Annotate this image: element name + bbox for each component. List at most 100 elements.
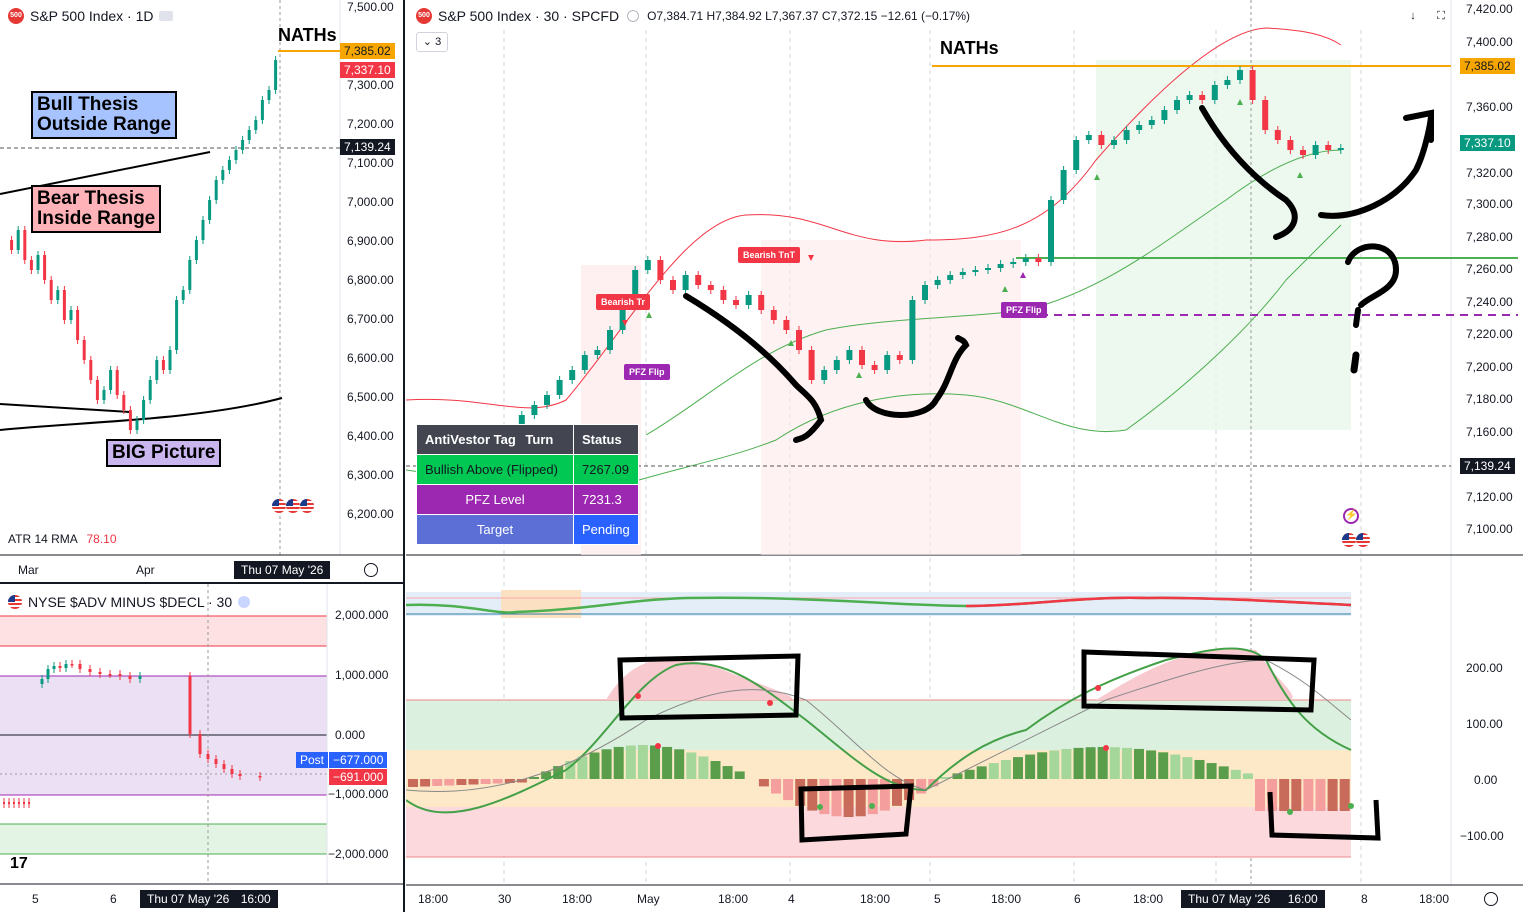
indicators-toggle-button[interactable]: ⌄ 3 [416,32,448,52]
settings-gear-icon[interactable] [364,563,378,577]
oscillator-bar [976,766,987,779]
candle [733,300,739,305]
candle [254,120,258,130]
oscillator-bar [662,746,673,779]
settings-gear-icon[interactable] [1484,892,1498,906]
daily-ytick: 6,700.00 [347,312,394,326]
adv-ytick: −2,000.000 [328,847,389,861]
candle [36,255,40,270]
daily-cursor-date: Thu 07 May '26 [234,561,331,579]
main-event-flags[interactable] [1342,533,1370,547]
candle [922,285,928,300]
candle [758,295,765,310]
oscillator-bar [432,779,443,786]
candle [28,802,30,804]
candle [1035,258,1042,262]
adv-ytick: −1,000.000 [328,787,389,801]
candle [1148,120,1155,125]
oscillator-bar [1134,748,1144,779]
candle [1337,148,1344,150]
candle [720,290,727,300]
main-xtick: 18:00 [860,892,891,906]
candle [607,330,613,350]
daily-chart-pane[interactable]: 500 S&P 500 Index · 1D 7,500.00 7,300.00 7… [0,0,405,584]
main-chart-pane[interactable]: 500 S&P 500 Index · 30 · SPCFD O7,384.71… [406,0,1523,912]
us-flag-icon[interactable] [286,499,300,513]
oscillator-bar [1037,752,1048,779]
oscillator-bar [444,779,455,786]
daily-ytick: 6,900.00 [347,234,394,248]
oscillator-bar [1025,754,1036,779]
candle [56,290,60,300]
header-tag: AntiVestor Tag [425,432,516,447]
candle [594,350,601,355]
candle [23,230,27,260]
candle [161,360,165,370]
candle [194,240,198,260]
candle [657,260,664,280]
oscillator-bar [1085,747,1096,779]
oscillator-bar [988,763,999,779]
oscillator-bar [819,779,830,815]
atr-value: 78.10 [86,532,117,546]
candle [206,754,210,759]
main-ytick: 7,220.00 [1466,327,1513,341]
us-flag-icon[interactable] [300,499,314,513]
us-flag-icon[interactable] [1342,533,1356,547]
daily-event-flags[interactable] [272,499,314,513]
collapse-icon[interactable] [159,11,174,21]
candle [49,280,53,300]
oscillator-bar [867,779,878,815]
daily-xtick: Apr [136,563,155,577]
osc-ytick: 0.00 [1474,773,1498,787]
candle [846,350,853,360]
adv-decl-pane[interactable]: NYSE $ADV MINUS $DECL · 30 ⌄ 17 2,000.00… [0,584,405,912]
indicator-count: 3 [435,36,442,48]
candle [1199,95,1206,100]
oscillator-bar [589,752,600,779]
candle [128,410,132,430]
candle [632,270,639,300]
oscillator-bar [892,779,902,806]
adv-cursor-label: Thu 07 May '26 16:00 [140,890,278,908]
candle [884,355,891,370]
candle [138,676,142,679]
oscillator-bar [843,779,854,817]
bull-thesis-box: Bull Thesis Outside Range [31,91,178,139]
fullscreen-icon[interactable]: ⛶ [1432,7,1450,25]
oscillator-bar [1000,759,1011,779]
candle [89,360,93,380]
adv-cursor-time: 16:00 [240,892,271,906]
antivestor-table: AntiVestor Tag Turn Status Bullish Above… [416,424,639,545]
table-cell: 7267.09 [573,454,639,485]
candle [142,400,146,420]
oscillator-bar [625,745,636,779]
oscillator-bar [831,779,842,817]
main-xtick: 6 [1074,892,1081,906]
candle [64,664,68,668]
oscillator-bar [1279,779,1290,811]
us-flag-icon[interactable] [272,499,286,513]
candle [234,150,238,160]
main-xtick: 8 [1361,892,1368,906]
candle [1186,95,1193,100]
main-ytick: 7,300.00 [1466,197,1513,211]
candle [947,275,954,280]
candle [934,280,941,285]
atr-label: ATR 14 RMA [8,532,78,546]
candle [260,100,264,120]
main-chart-header: 500 S&P 500 Index · 30 · SPCFD O7,384.71… [416,8,970,24]
candle [695,275,702,285]
adv-last-value-tag: −691.000 [329,769,388,785]
download-icon[interactable]: ↓ [1404,7,1422,25]
us-flag-icon[interactable] [1356,533,1370,547]
alert-bolt-icon[interactable]: ⚡ [1343,508,1359,524]
candle [78,664,82,669]
pfz-flip-label: PFZ Flip [624,364,670,380]
candle [10,240,14,250]
table-cell: 7231.3 [573,484,639,515]
daily-price-plot [0,0,403,556]
candle [23,802,25,804]
oscillator-bar [1182,757,1193,779]
bull-thesis-line1: Bull Thesis [37,94,139,115]
